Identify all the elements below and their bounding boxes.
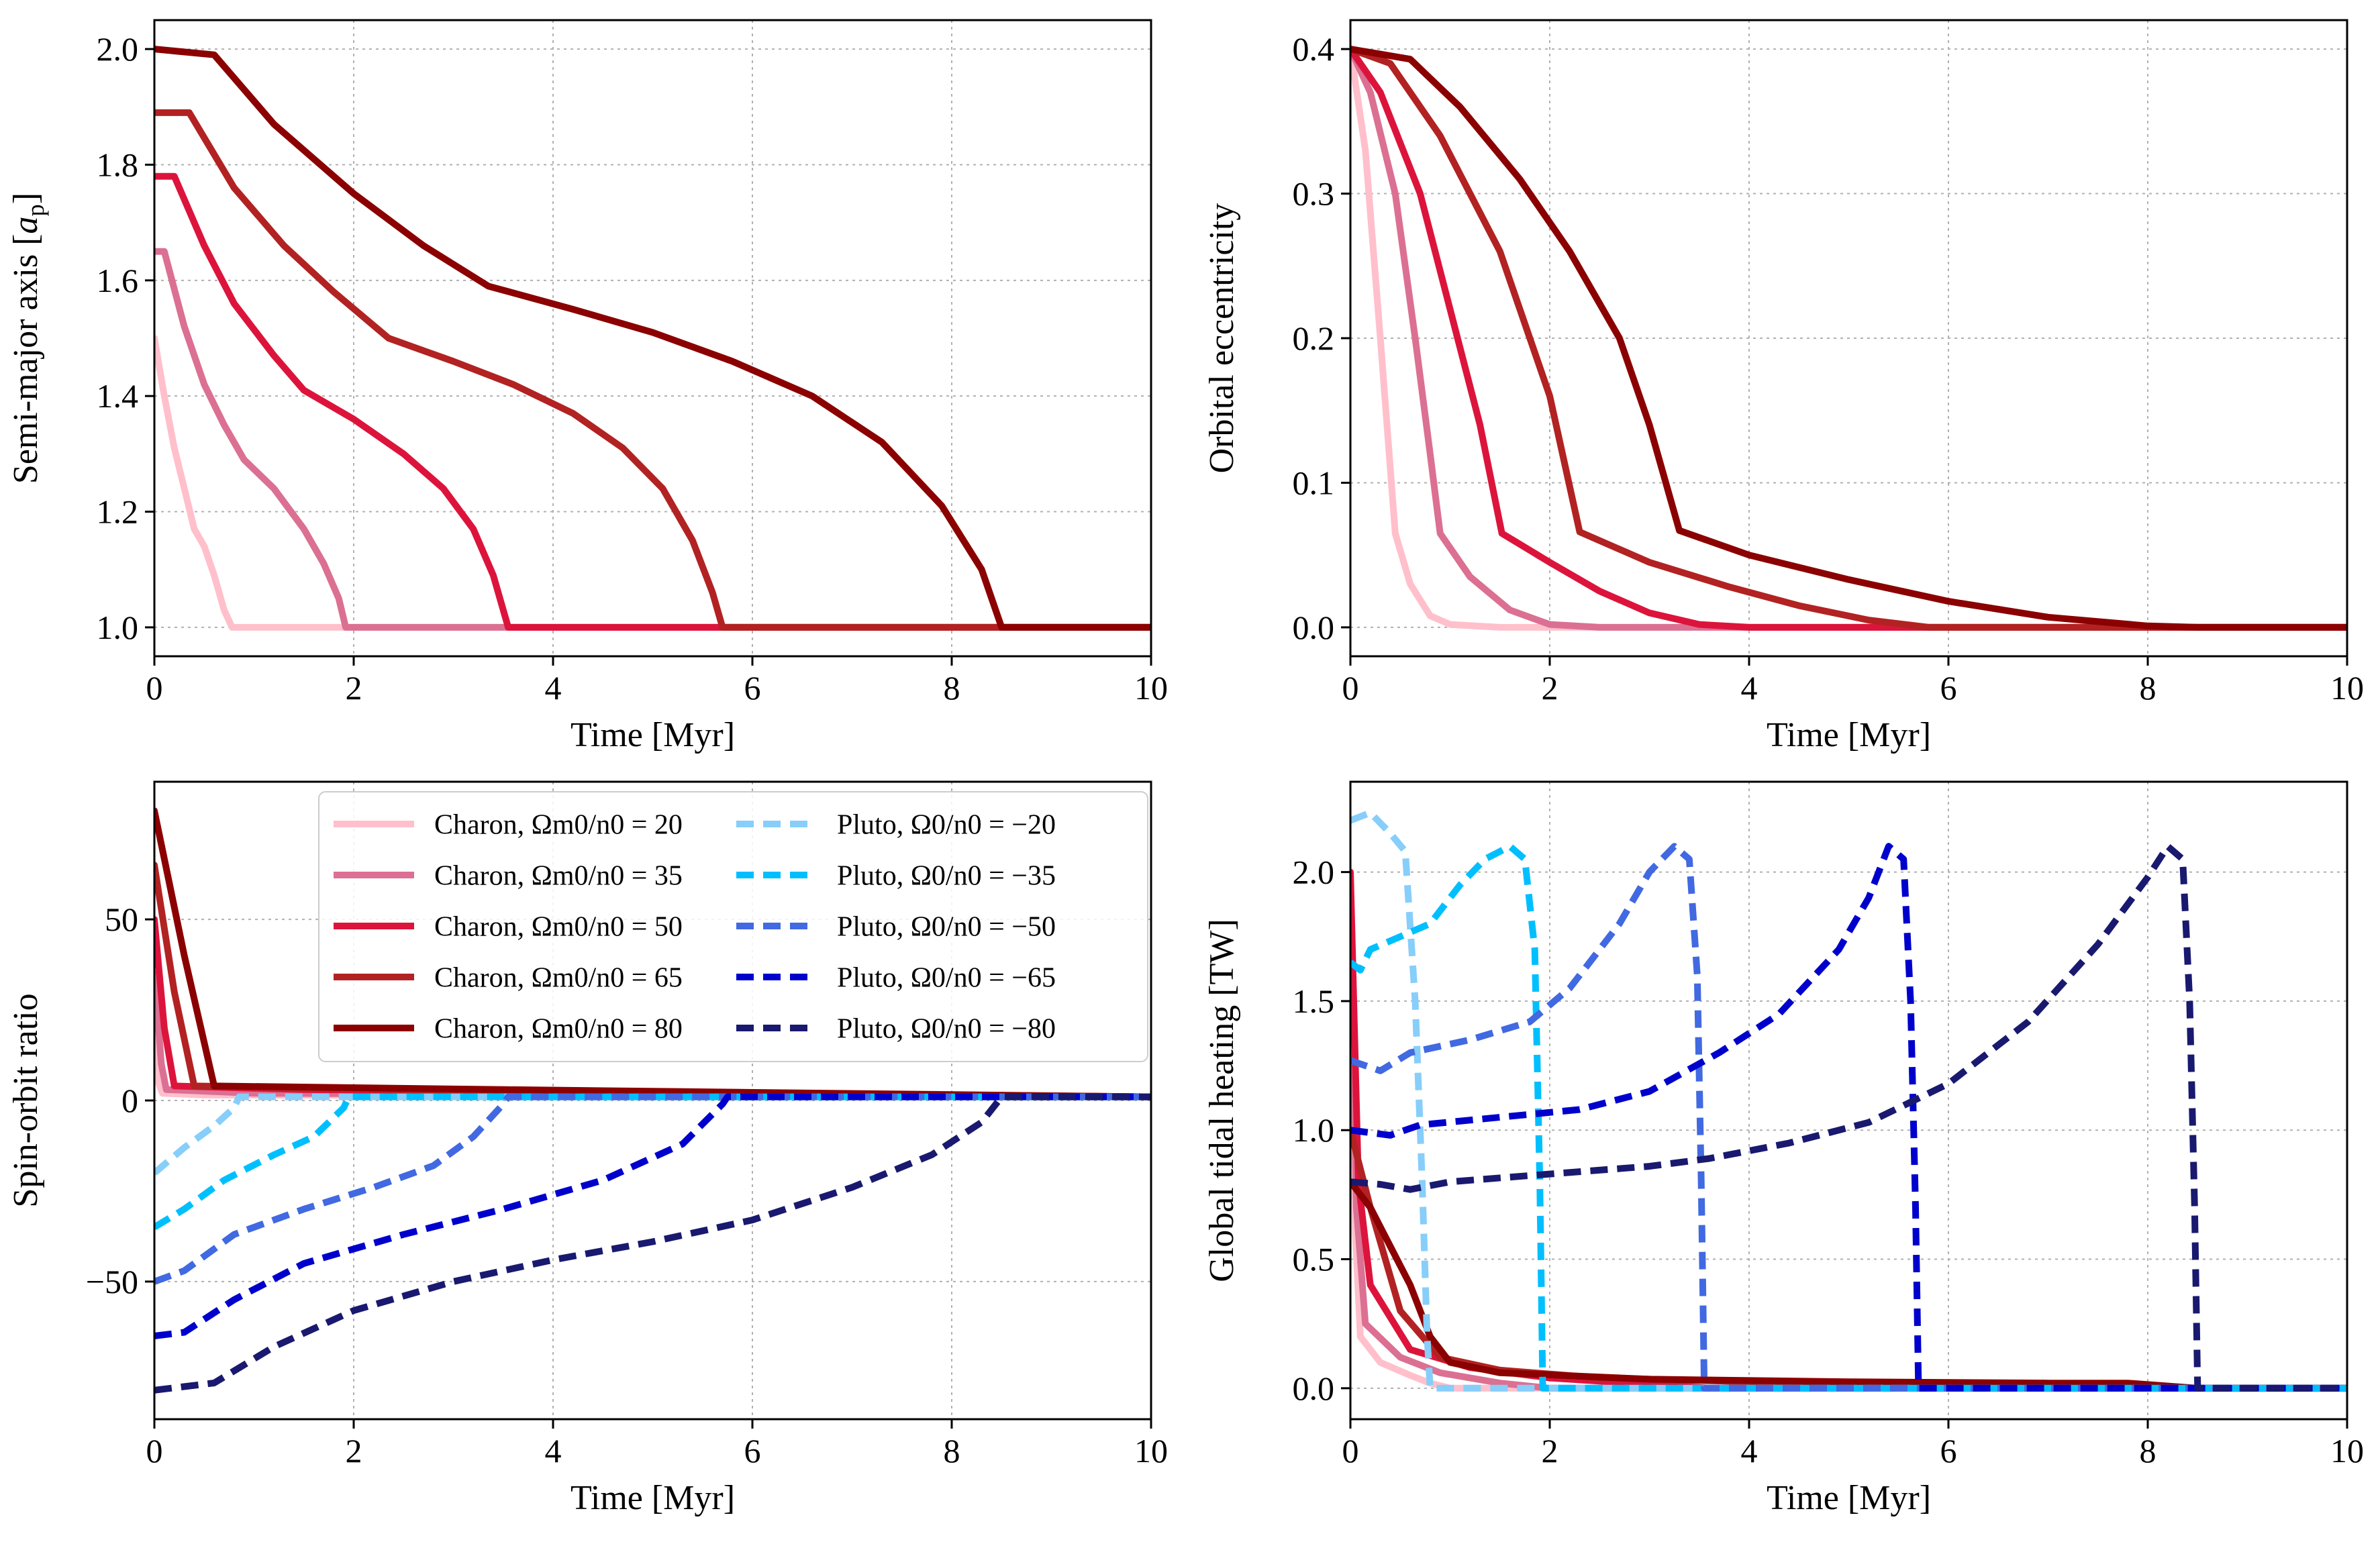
x-tick-label: 4 (1741, 1432, 1758, 1470)
y-tick-label: −50 (86, 1263, 138, 1300)
series-group (154, 46, 1151, 631)
x-axis-label: Time [Myr] (1767, 1479, 1931, 1517)
series-line-charon-m0-n0-80 (154, 807, 1151, 1100)
x-axis-label: Time [Myr] (571, 1479, 735, 1517)
y-tick-label: 0 (121, 1082, 138, 1119)
legend-box (318, 791, 1148, 1062)
series-line-pluto-0-n0-65 (154, 1093, 1151, 1339)
series-line-pluto-0-n0-20 (1350, 809, 2347, 1392)
x-tick-label: 6 (1940, 1432, 1957, 1470)
x-tick-label: 6 (744, 1432, 761, 1470)
x-tick-label: 4 (545, 669, 562, 707)
x-tick-label: 0 (146, 1432, 163, 1470)
x-tick-label: 0 (1342, 1432, 1359, 1470)
series-line-charon-m0-n0-35 (1350, 46, 2347, 631)
x-tick-label: 0 (1342, 669, 1359, 707)
series-line-charon-m0-n0-80 (1350, 46, 2347, 631)
y-tick-label: 1.0 (97, 609, 139, 646)
series-line-pluto-0-n0-50 (154, 1093, 1151, 1285)
y-tick-label: 0.0 (1293, 1370, 1335, 1407)
series-line-charon-m0-n0-50 (1350, 46, 2347, 631)
y-tick-label: 1.5 (1293, 982, 1335, 1020)
panel-spin-orbit-ratio: 0 2 4 6 8 10 −50 0 50 Time [Myr] Spin-orbit ratio C… (7, 780, 1168, 1517)
panel-global-tidal-heating: 0 2 4 6 8 10 0.0 0.5 1.0 1.5 2.0 Time [Myr] Global t… (1203, 780, 2364, 1517)
y-tick-label: 1.4 (97, 377, 139, 415)
series-line-pluto-0-n0-35 (154, 1093, 1151, 1231)
x-tick-label: 10 (1134, 1432, 1168, 1470)
series-line-charon-m0-n0-80 (1350, 1178, 2347, 1392)
y-tick-label: 0.0 (1293, 609, 1335, 646)
legend-label-pluto-2: Pluto, Ω0/n0 = −50 (837, 911, 1056, 942)
y-axis-label-symbol: a (7, 216, 45, 234)
legend-label-charon-4: Charon, Ωm0/n0 = 80 (434, 1013, 683, 1044)
x-axis-label: Time [Myr] (571, 716, 735, 754)
y-tick-label: 0.1 (1293, 464, 1335, 501)
axes-frame (1349, 780, 2348, 1421)
x-axis-label: Time [Myr] (1767, 716, 1931, 754)
y-axis-label-subscript: p (22, 204, 49, 216)
panel-semimajor-axis: 0 2 4 6 8 10 1.0 1.2 1.4 1.6 1.8 2.0 Time [Myr] Semi-… (7, 19, 1168, 754)
y-axis-label: Global tidal heating [TW] (1203, 919, 1241, 1282)
x-tick-label: 10 (1134, 669, 1168, 707)
axes-frame (153, 19, 1152, 658)
series-line-pluto-0-n0-50 (1350, 843, 2347, 1392)
y-tick-label: 2.0 (97, 30, 139, 68)
x-tick-label: 8 (2140, 1432, 2156, 1470)
panel-orbital-eccentricity: 0 2 4 6 8 10 0.0 0.1 0.2 0.3 0.4 Time [Myr] Orbital … (1203, 19, 2364, 754)
y-tick-label: 0.2 (1293, 319, 1335, 357)
legend-label-pluto-3: Pluto, Ω0/n0 = −65 (837, 962, 1056, 993)
series-line-charon-m0-n0-50 (154, 172, 1151, 631)
series-line-pluto-0-n0-80 (1350, 843, 2347, 1392)
x-tick-label: 10 (2330, 669, 2364, 707)
x-tick-label: 6 (1940, 669, 1957, 707)
y-tick-label: 2.0 (1293, 854, 1335, 891)
y-tick-label: 1.8 (97, 146, 139, 183)
series-line-pluto-0-n0-80 (154, 1093, 1151, 1394)
y-tick-label: 0.3 (1293, 175, 1335, 213)
x-tick-label: 2 (1542, 1432, 1558, 1470)
x-tick-label: 2 (346, 669, 362, 707)
series-line-pluto-0-n0-35 (1350, 843, 2347, 1392)
legend-label-pluto-0: Pluto, Ω0/n0 = −20 (837, 809, 1056, 840)
x-tick-label: 6 (744, 669, 761, 707)
y-tick-label: 50 (105, 901, 138, 938)
series-line-charon-m0-n0-65 (1350, 46, 2347, 631)
x-tick-label: 4 (1741, 669, 1758, 707)
y-axis-label-bracket: ] (7, 193, 45, 204)
y-axis-label: Spin-orbit ratio (7, 993, 45, 1207)
y-tick-label: 0.5 (1293, 1241, 1335, 1278)
series-group (154, 807, 1151, 1394)
y-tick-label: 0.4 (1293, 30, 1335, 68)
series-line-charon-m0-n0-80 (154, 46, 1151, 631)
y-tick-label: 1.2 (97, 493, 139, 531)
y-axis-label: Orbital eccentricity (1203, 203, 1241, 474)
x-tick-label: 8 (944, 669, 960, 707)
series-line-pluto-0-n0-20 (154, 1093, 1151, 1176)
legend-label-pluto-4: Pluto, Ω0/n0 = −80 (837, 1013, 1056, 1044)
x-tick-label: 8 (944, 1432, 960, 1470)
y-tick-label: 1.6 (97, 262, 139, 299)
x-tick-label: 10 (2330, 1432, 2364, 1470)
series-group (1350, 809, 2347, 1392)
y-axis-label: Semi-major axis [ap] (7, 193, 49, 484)
x-tick-label: 2 (346, 1432, 362, 1470)
x-tick-label: 2 (1542, 669, 1558, 707)
legend-label-charon-2: Charon, Ωm0/n0 = 50 (434, 911, 683, 942)
series-line-charon-m0-n0-35 (154, 248, 1151, 631)
legend-label-pluto-1: Pluto, Ω0/n0 = −35 (837, 860, 1056, 891)
legend-label-charon-1: Charon, Ωm0/n0 = 35 (434, 860, 683, 891)
x-tick-label: 0 (146, 669, 163, 707)
legend-label-charon-3: Charon, Ωm0/n0 = 65 (434, 962, 683, 993)
series-line-charon-m0-n0-65 (154, 109, 1151, 631)
series-line-charon-m0-n0-20 (1350, 46, 2347, 631)
x-tick-label: 8 (2140, 669, 2156, 707)
y-tick-label: 1.0 (1293, 1111, 1335, 1149)
series-group (1350, 46, 2347, 631)
series-line-charon-m0-n0-20 (154, 335, 1151, 631)
legend-label-charon-0: Charon, Ωm0/n0 = 20 (434, 809, 683, 840)
x-tick-label: 4 (545, 1432, 562, 1470)
